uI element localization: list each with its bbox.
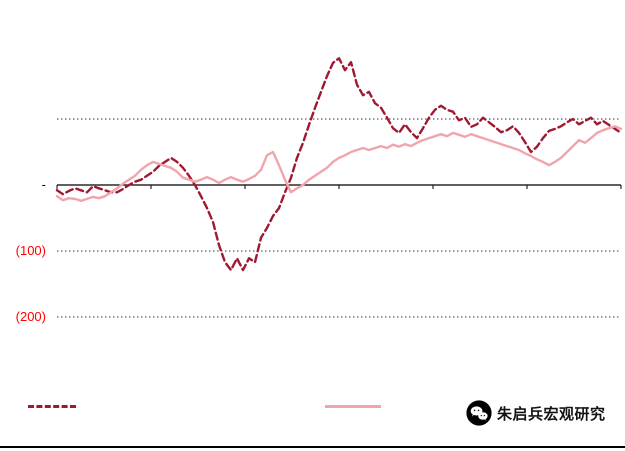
y-axis-label-neg-100: (100)	[15, 243, 46, 258]
y-axis-label-neg-200: (200)	[15, 309, 46, 324]
legend-sample-dashed-series	[28, 405, 76, 408]
legend-sample-solid-series	[325, 405, 381, 408]
y-axis-label-zero: -	[41, 177, 46, 192]
brand-name: 朱启兵宏观研究	[497, 405, 606, 423]
footer-divider	[0, 446, 625, 448]
branding: 朱启兵宏观研究	[466, 400, 606, 426]
legend	[0, 396, 625, 420]
brand-logo-icon	[466, 400, 492, 426]
